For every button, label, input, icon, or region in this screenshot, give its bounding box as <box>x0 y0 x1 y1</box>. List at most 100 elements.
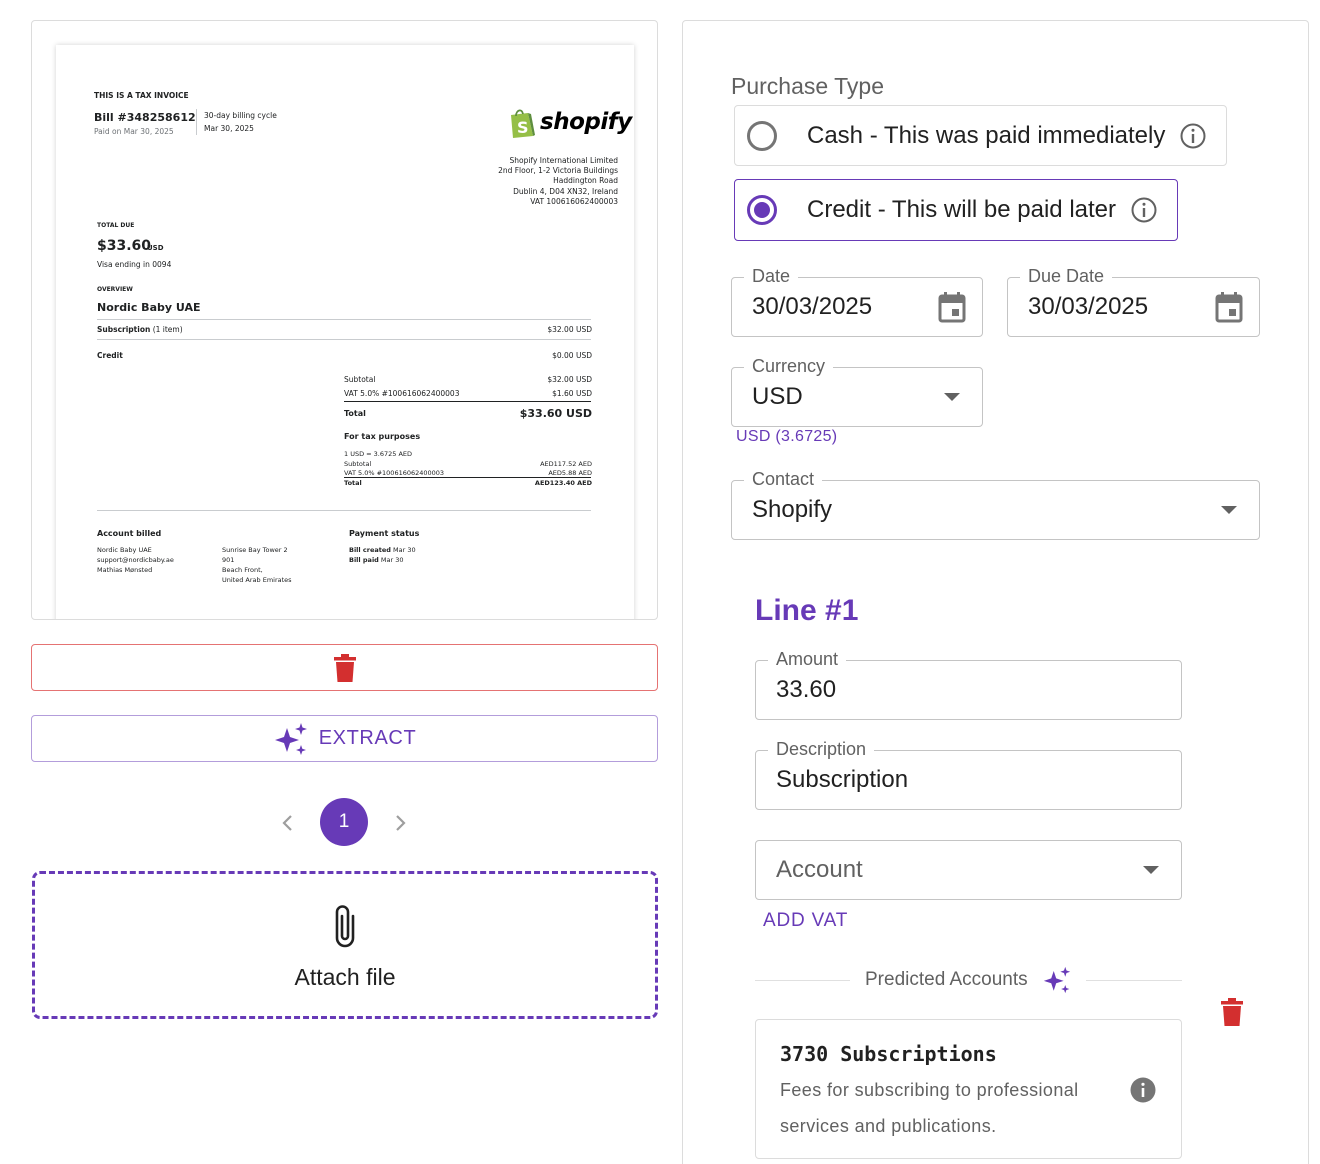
billing-cycle: 30-day billing cycle <box>204 111 277 120</box>
info-outline-icon[interactable] <box>1179 122 1207 150</box>
purchase-type-credit-option[interactable]: Credit - This will be paid later <box>734 179 1178 241</box>
aed-vat: AED5.88 AED <box>548 469 592 477</box>
info-filled-icon[interactable] <box>1130 1077 1156 1108</box>
due-date-field-label: Due Date <box>1020 266 1113 287</box>
document-preview: THIS IS A TAX INVOICE Bill #348258612 Pa… <box>31 20 658 620</box>
total-label: Total <box>344 409 366 418</box>
aed-vat-label: VAT 5.0% #100616062400003 <box>344 469 445 477</box>
calendar-icon[interactable] <box>1215 291 1243 323</box>
total-due-amount: $33.60 <box>97 238 152 254</box>
currency-rate-helper: USD (3.6725) <box>736 428 838 445</box>
chevron-right-icon <box>396 815 406 831</box>
overview-label: OVERVIEW <box>97 286 133 293</box>
billed-address-4: United Arab Emirates <box>222 576 292 584</box>
predicted-account-description: Fees for subscribing to professional ser… <box>780 1080 1079 1136</box>
seller-line-3: Haddington Road <box>553 176 618 185</box>
credit-option-label: Credit - This will be paid later <box>807 196 1117 223</box>
purchase-type-cash-option[interactable]: Cash - This was paid immediately <box>734 105 1227 166</box>
amount-field[interactable]: Amount 33.60 <box>755 649 1182 720</box>
delete-document-button[interactable] <box>31 644 658 691</box>
line-title: Line #1 <box>755 594 859 627</box>
add-vat-button[interactable]: ADD VAT <box>763 910 849 931</box>
billed-line-2: support@nordicbaby.ae <box>97 556 174 564</box>
account-select-placeholder: Account <box>776 856 863 883</box>
trash-icon <box>333 653 356 682</box>
currency-select[interactable]: Currency USD <box>731 356 983 427</box>
aed-total-label: Total <box>344 479 362 487</box>
billed-address-3: Beach Front, <box>222 566 263 574</box>
aed-subtotal: AED117.52 AED <box>540 460 592 468</box>
overview-rule <box>97 319 591 320</box>
dropdown-arrow-icon[interactable] <box>944 393 960 401</box>
description-field[interactable]: Description Subscription <box>755 739 1182 810</box>
date-field[interactable]: Date 30/03/2025 <box>731 266 983 337</box>
subscription-count: (1 item) <box>150 325 183 334</box>
subscription-label: Subscription <box>97 325 151 334</box>
seller-line-1: Shopify International Limited <box>509 156 619 165</box>
seller-line-4: Dublin 4, D04 XN32, Ireland <box>513 187 618 196</box>
payment-status-label: Payment status <box>349 529 420 538</box>
info-outline-icon[interactable] <box>1130 196 1158 224</box>
billed-line-3: Mathias Mønsted <box>97 566 153 574</box>
paperclip-icon <box>335 905 355 948</box>
account-billed-label: Account billed <box>97 529 162 538</box>
customer-name: Nordic Baby UAE <box>97 301 201 314</box>
account-select[interactable]: Account <box>755 840 1182 900</box>
seller-line-5: VAT 100616062400003 <box>530 197 618 206</box>
seller-line-2: 2nd Floor, 1-2 Victoria Buildings <box>498 166 618 175</box>
currency-select-label: Currency <box>744 356 834 377</box>
contact-select[interactable]: Contact Shopify <box>731 469 1260 540</box>
amount-field-label: Amount <box>768 649 847 670</box>
predicted-account-card[interactable]: 3730 Subscriptions Fees for subscribing … <box>755 1019 1182 1159</box>
fx-rate: 1 USD = 3.6725 AED <box>344 450 413 458</box>
predicted-divider-left <box>755 980 850 981</box>
cash-option-label: Cash - This was paid immediately <box>807 121 1166 149</box>
extract-button[interactable]: EXTRACT <box>31 715 658 762</box>
dropdown-arrow-icon[interactable] <box>1143 866 1159 874</box>
shopify-bag-icon: S <box>511 109 535 138</box>
trash-icon <box>1221 998 1243 1026</box>
pagination-next-button[interactable] <box>386 808 416 838</box>
billed-address-2: 901 <box>222 556 235 564</box>
radio-checked-icon <box>747 195 777 225</box>
pagination-page-1[interactable]: 1 <box>320 798 368 846</box>
dropdown-arrow-icon[interactable] <box>1221 506 1237 514</box>
aed-total: AED123.40 AED <box>534 479 592 487</box>
description-field-label: Description <box>768 739 875 760</box>
predicted-divider-right <box>1086 980 1182 981</box>
shopify-logo: S shopify <box>508 107 632 141</box>
purchase-type-label: Purchase Type <box>731 73 885 99</box>
aed-total-rule <box>344 477 591 478</box>
paid-on: Paid on Mar 30, 2025 <box>94 127 174 136</box>
bill-paid-date: Mar 30 <box>378 556 404 564</box>
due-date-field-value[interactable]: 30/03/2025 <box>1028 293 1149 320</box>
sparkle-icon <box>1042 966 1072 999</box>
invoice-heading: THIS IS A TAX INVOICE <box>94 91 189 100</box>
vat-label: VAT 5.0% #100616062400003 <box>344 389 460 398</box>
svg-text:S: S <box>517 118 529 137</box>
aed-subtotal-label: Subtotal <box>344 460 372 468</box>
billed-line-1: Nordic Baby UAE <box>97 546 152 554</box>
total-amount: $33.60 USD <box>519 407 592 420</box>
attach-file-dropzone[interactable]: Attach file <box>32 871 658 1019</box>
shopify-wordmark: shopify <box>540 109 632 135</box>
footer-rule <box>97 510 591 511</box>
subtotal-amount: $32.00 USD <box>547 375 592 384</box>
date-field-value[interactable]: 30/03/2025 <box>752 293 873 320</box>
delete-line-button[interactable] <box>1221 998 1243 1031</box>
tax-purposes-label: For tax purposes <box>344 432 421 441</box>
subtotal-label: Subtotal <box>344 375 376 384</box>
total-rule <box>344 401 591 402</box>
bill-created-date: Mar 30 <box>390 546 416 554</box>
cycle-date: Mar 30, 2025 <box>204 124 254 133</box>
chevron-left-icon <box>282 815 292 831</box>
amount-field-value[interactable]: 33.60 <box>776 676 837 703</box>
due-date-field[interactable]: Due Date 30/03/2025 <box>1007 266 1260 337</box>
calendar-icon[interactable] <box>938 291 966 323</box>
pagination-prev-button[interactable] <box>272 808 302 838</box>
description-field-value[interactable]: Subscription <box>776 766 909 793</box>
bill-number: Bill #348258612 <box>94 111 196 124</box>
predicted-account-name: 3730 Subscriptions <box>780 1042 997 1066</box>
contact-select-value: Shopify <box>752 496 833 523</box>
predicted-accounts-label: Predicted Accounts <box>865 969 1028 990</box>
